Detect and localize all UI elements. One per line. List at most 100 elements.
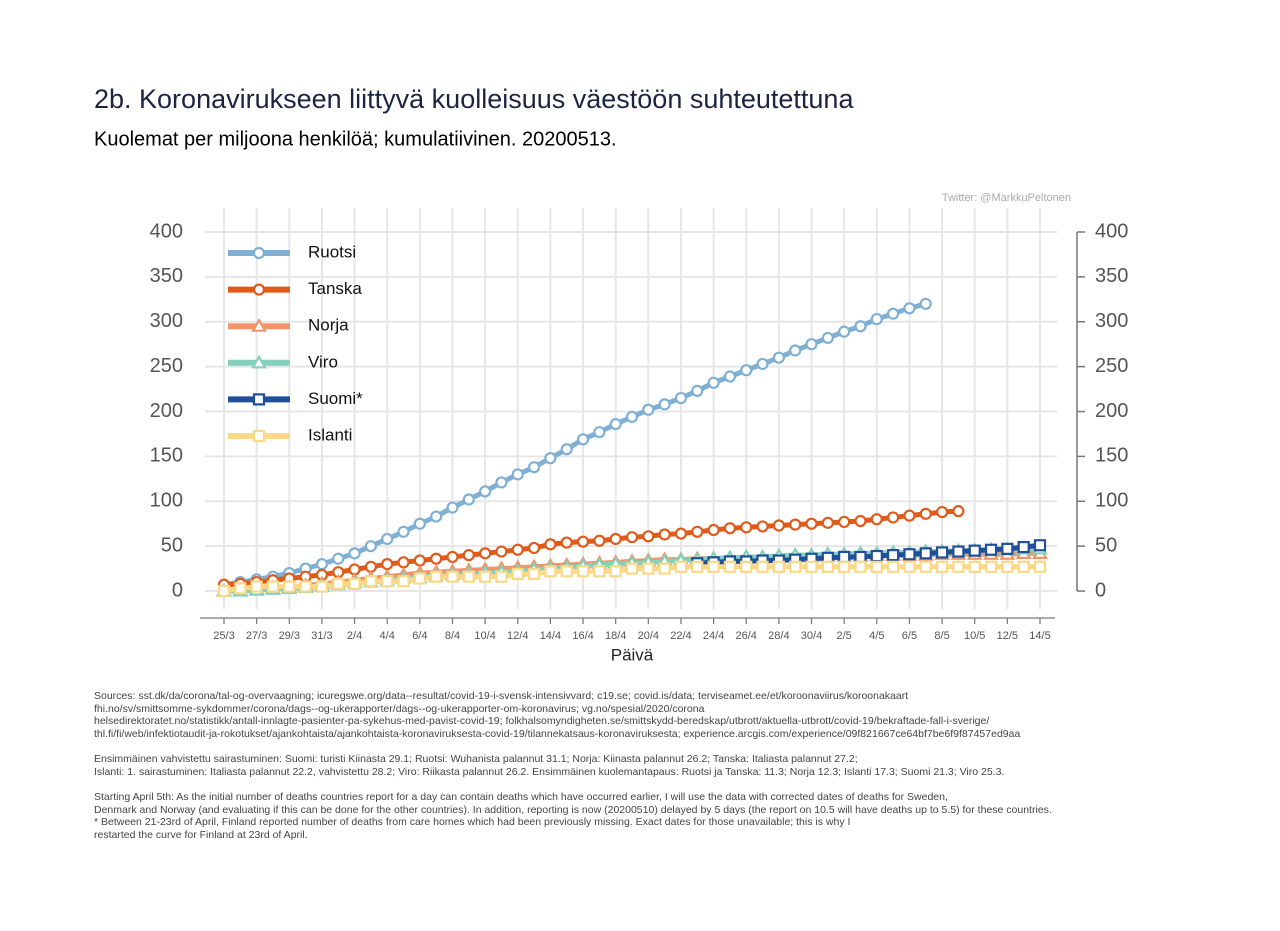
marker (446, 570, 459, 583)
marker (315, 580, 329, 593)
footnote-line: helsedirektoratet.no/statistikk/antall-i… (94, 715, 990, 727)
marker (511, 468, 524, 481)
marker (984, 543, 998, 556)
marker (625, 531, 639, 544)
x-tick-label: 4/4 (380, 630, 395, 642)
y2-tick-label: 200 (1095, 400, 1128, 422)
y-tick-label: 0 (172, 579, 183, 601)
marker (707, 523, 720, 537)
marker (870, 560, 883, 573)
y-tick-label: 350 (150, 265, 183, 287)
marker (789, 344, 802, 357)
marker (821, 331, 834, 345)
y2-tick-label: 100 (1095, 490, 1128, 512)
y2-tick-label: 400 (1095, 220, 1128, 242)
marker (935, 560, 949, 573)
marker (870, 312, 883, 326)
marker (838, 515, 851, 529)
marker (413, 554, 426, 567)
marker (495, 570, 508, 583)
marker (462, 570, 475, 583)
y-tick-label: 50 (161, 534, 183, 556)
marker (413, 572, 426, 585)
marker (234, 582, 247, 595)
marker (1033, 539, 1047, 552)
marker (381, 558, 394, 571)
chart: 2b. Koronavirukseen liittyvä kuolleisuus… (94, 84, 1128, 664)
marker (691, 384, 704, 397)
x-tick-label: 16/4 (572, 630, 593, 642)
marker (935, 505, 949, 519)
marker (740, 560, 753, 573)
marker (691, 525, 704, 538)
marker (935, 546, 949, 559)
marker (544, 452, 557, 465)
x-tick-label: 8/5 (934, 630, 949, 642)
series (217, 560, 1047, 598)
marker (723, 370, 737, 383)
marker (1017, 540, 1030, 554)
marker (984, 560, 998, 573)
footnote-block: Sources: sst.dk/da/corona/tal-og-overvaa… (94, 690, 1244, 740)
marker (707, 376, 720, 389)
series-line (697, 542, 1041, 566)
marker (968, 544, 981, 557)
marker (252, 393, 266, 406)
y2-tick-label: 250 (1095, 355, 1128, 377)
x-tick-label: 22/4 (670, 630, 691, 642)
marker (479, 570, 492, 583)
marker (789, 560, 802, 573)
marker (919, 560, 932, 573)
marker (397, 556, 410, 569)
marker (364, 540, 377, 553)
marker (252, 246, 266, 260)
x-tick-label: 12/5 (997, 630, 1018, 642)
marker (887, 511, 900, 524)
marker (217, 584, 231, 598)
x-tick-label: 20/4 (638, 630, 659, 642)
marker (919, 547, 932, 560)
y2-tick-label: 350 (1095, 265, 1128, 287)
marker (756, 560, 769, 573)
legend-label: Ruotsi (308, 242, 356, 261)
marker (560, 443, 573, 456)
marker (919, 507, 932, 520)
marker (756, 357, 769, 371)
marker (283, 580, 296, 593)
marker (299, 580, 312, 593)
series (217, 505, 965, 591)
marker (870, 549, 883, 563)
x-tick-label: 6/5 (902, 630, 917, 642)
footnote-line: Sources: sst.dk/da/corona/tal-og-overvaa… (94, 690, 909, 702)
marker (674, 391, 688, 405)
marker (495, 545, 508, 558)
y2-tick-label: 0 (1095, 579, 1106, 601)
marker (252, 283, 266, 296)
marker (397, 525, 410, 538)
marker (772, 351, 785, 364)
y-tick-label: 200 (150, 400, 183, 422)
marker (838, 325, 851, 338)
marker (870, 513, 883, 526)
marker (903, 548, 916, 561)
legend-label: Norja (308, 316, 349, 335)
marker (968, 560, 981, 573)
y2-tick-label: 50 (1095, 534, 1117, 556)
marker (887, 549, 900, 562)
x-tick-label: 14/5 (1029, 630, 1050, 642)
marker (952, 505, 965, 518)
x-tick-label: 28/4 (768, 630, 789, 642)
marker (952, 560, 965, 573)
x-tick-label: 24/4 (703, 630, 724, 642)
y-tick-label: 300 (150, 310, 183, 332)
marker (593, 565, 606, 578)
footnote-block: Ensimmäinen vahvistettu sairastuminen: S… (94, 753, 1244, 778)
marker (576, 433, 590, 446)
x-tick-label: 8/4 (445, 630, 460, 642)
marker (446, 550, 459, 564)
x-tick-label: 2/4 (347, 630, 362, 642)
marker (250, 580, 263, 593)
marker (1001, 560, 1014, 573)
marker (674, 560, 688, 573)
marker (625, 410, 639, 424)
